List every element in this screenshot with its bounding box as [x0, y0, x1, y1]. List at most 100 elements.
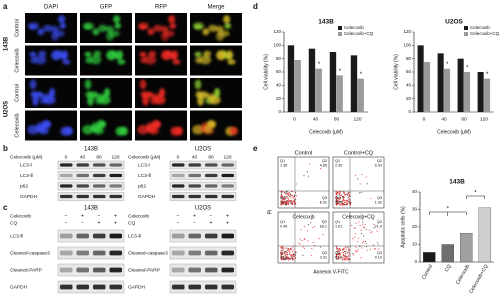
quadrant-value: 13.1: [320, 225, 327, 229]
event-dot: [281, 257, 283, 259]
blot-band: [188, 284, 202, 290]
cell: [139, 51, 147, 57]
blot-frame: [57, 171, 125, 180]
event-dot: [343, 255, 345, 257]
event-dot: [361, 218, 363, 220]
treatment-label: CQ: [128, 220, 135, 226]
cells: [192, 15, 232, 42]
row-label: Celecoxib: [14, 113, 20, 137]
event-dot: [340, 194, 342, 196]
event-dot: [304, 237, 306, 240]
sign: +: [193, 213, 196, 219]
blot-frame: [57, 229, 125, 243]
event-dot: [293, 199, 295, 201]
blot-band: [171, 233, 185, 239]
event-dot: [343, 192, 345, 194]
event-dot: [285, 254, 287, 256]
y-tick-label: 100: [403, 43, 411, 48]
event-dot: [291, 195, 293, 197]
blot-band: [171, 194, 185, 199]
cell: [229, 126, 238, 136]
cell: [117, 59, 126, 65]
sign: −: [81, 220, 84, 226]
chart-title: 143B: [318, 19, 334, 26]
cell: [154, 95, 166, 105]
blot-band: [204, 194, 218, 199]
cell: [89, 55, 102, 65]
chart-title: U2OS: [445, 19, 463, 26]
protein-label: GAPDH: [10, 284, 28, 290]
event-dot: [354, 233, 356, 235]
event-dot: [355, 249, 357, 252]
event-dot: [336, 202, 339, 205]
group-label: 143B: [4, 36, 10, 51]
event-dot: [284, 196, 286, 198]
bar: [478, 207, 492, 263]
event-dot: [291, 254, 293, 256]
blot-band: [221, 184, 235, 188]
event-dot: [365, 176, 367, 178]
significance-mark: *: [466, 66, 469, 72]
y-tick-label: 80: [406, 56, 412, 61]
cells: [82, 119, 128, 136]
bar: [350, 55, 358, 112]
y-tick-label: 20: [406, 96, 412, 101]
event-dot: [335, 253, 337, 255]
bar: [444, 68, 451, 112]
x-tick-label: 120: [480, 116, 488, 122]
cell: [49, 25, 59, 33]
y-tick-label: 0: [414, 259, 417, 264]
event-dot: [343, 257, 345, 259]
cell: [148, 124, 158, 134]
cell: [58, 15, 66, 24]
cells: [194, 50, 236, 65]
event-dot: [356, 251, 358, 253]
quadrant-value: 6.03: [375, 164, 382, 168]
quadrant-name: Q3: [377, 251, 382, 255]
significance-mark: *: [446, 62, 449, 68]
event-dot: [337, 192, 339, 194]
event-dot: [340, 191, 342, 193]
sign: −: [98, 213, 101, 219]
event-dot: [291, 247, 293, 249]
cell: [52, 30, 65, 37]
plot-title: Celecoxib: [293, 214, 315, 220]
event-dot: [360, 233, 363, 235]
sign: −: [210, 213, 213, 219]
blot-band: [76, 250, 90, 256]
event-dot: [306, 230, 309, 232]
panel-label: d: [253, 2, 258, 11]
blot-frame: [57, 181, 125, 191]
protein-label: LC3-Ⅱ: [20, 173, 33, 179]
event-dot: [285, 203, 287, 205]
event-dot: [311, 218, 313, 220]
y-tick-label: 20: [276, 96, 282, 101]
event-dot: [310, 254, 312, 256]
event-dot: [292, 259, 294, 261]
dose-label: 0: [177, 154, 180, 160]
significance-mark: *: [486, 72, 489, 78]
event-dot: [322, 234, 324, 236]
event-dot: [286, 252, 288, 254]
flow-plot: [332, 211, 385, 264]
blot-band: [59, 250, 73, 256]
event-dot: [295, 257, 297, 259]
plot-title: Celecoxib+CQ: [342, 214, 374, 220]
event-dot: [336, 247, 339, 250]
quadrant-value: 2.91: [320, 201, 327, 205]
event-dot: [288, 250, 290, 252]
event-dot: [337, 197, 339, 199]
plot-title: Control+CQ: [344, 150, 374, 156]
cell: [61, 50, 69, 60]
bar: [315, 68, 322, 112]
y-tick-label: 10: [412, 242, 418, 247]
event-dot: [281, 204, 283, 206]
cell: [153, 24, 163, 32]
blot-band: [188, 250, 202, 256]
event-dot: [311, 226, 313, 229]
quadrant-value: 21.4: [375, 225, 382, 229]
blot-band: [188, 173, 202, 178]
cell: [159, 25, 169, 33]
event-dot: [348, 248, 350, 250]
event-dot: [346, 203, 348, 205]
